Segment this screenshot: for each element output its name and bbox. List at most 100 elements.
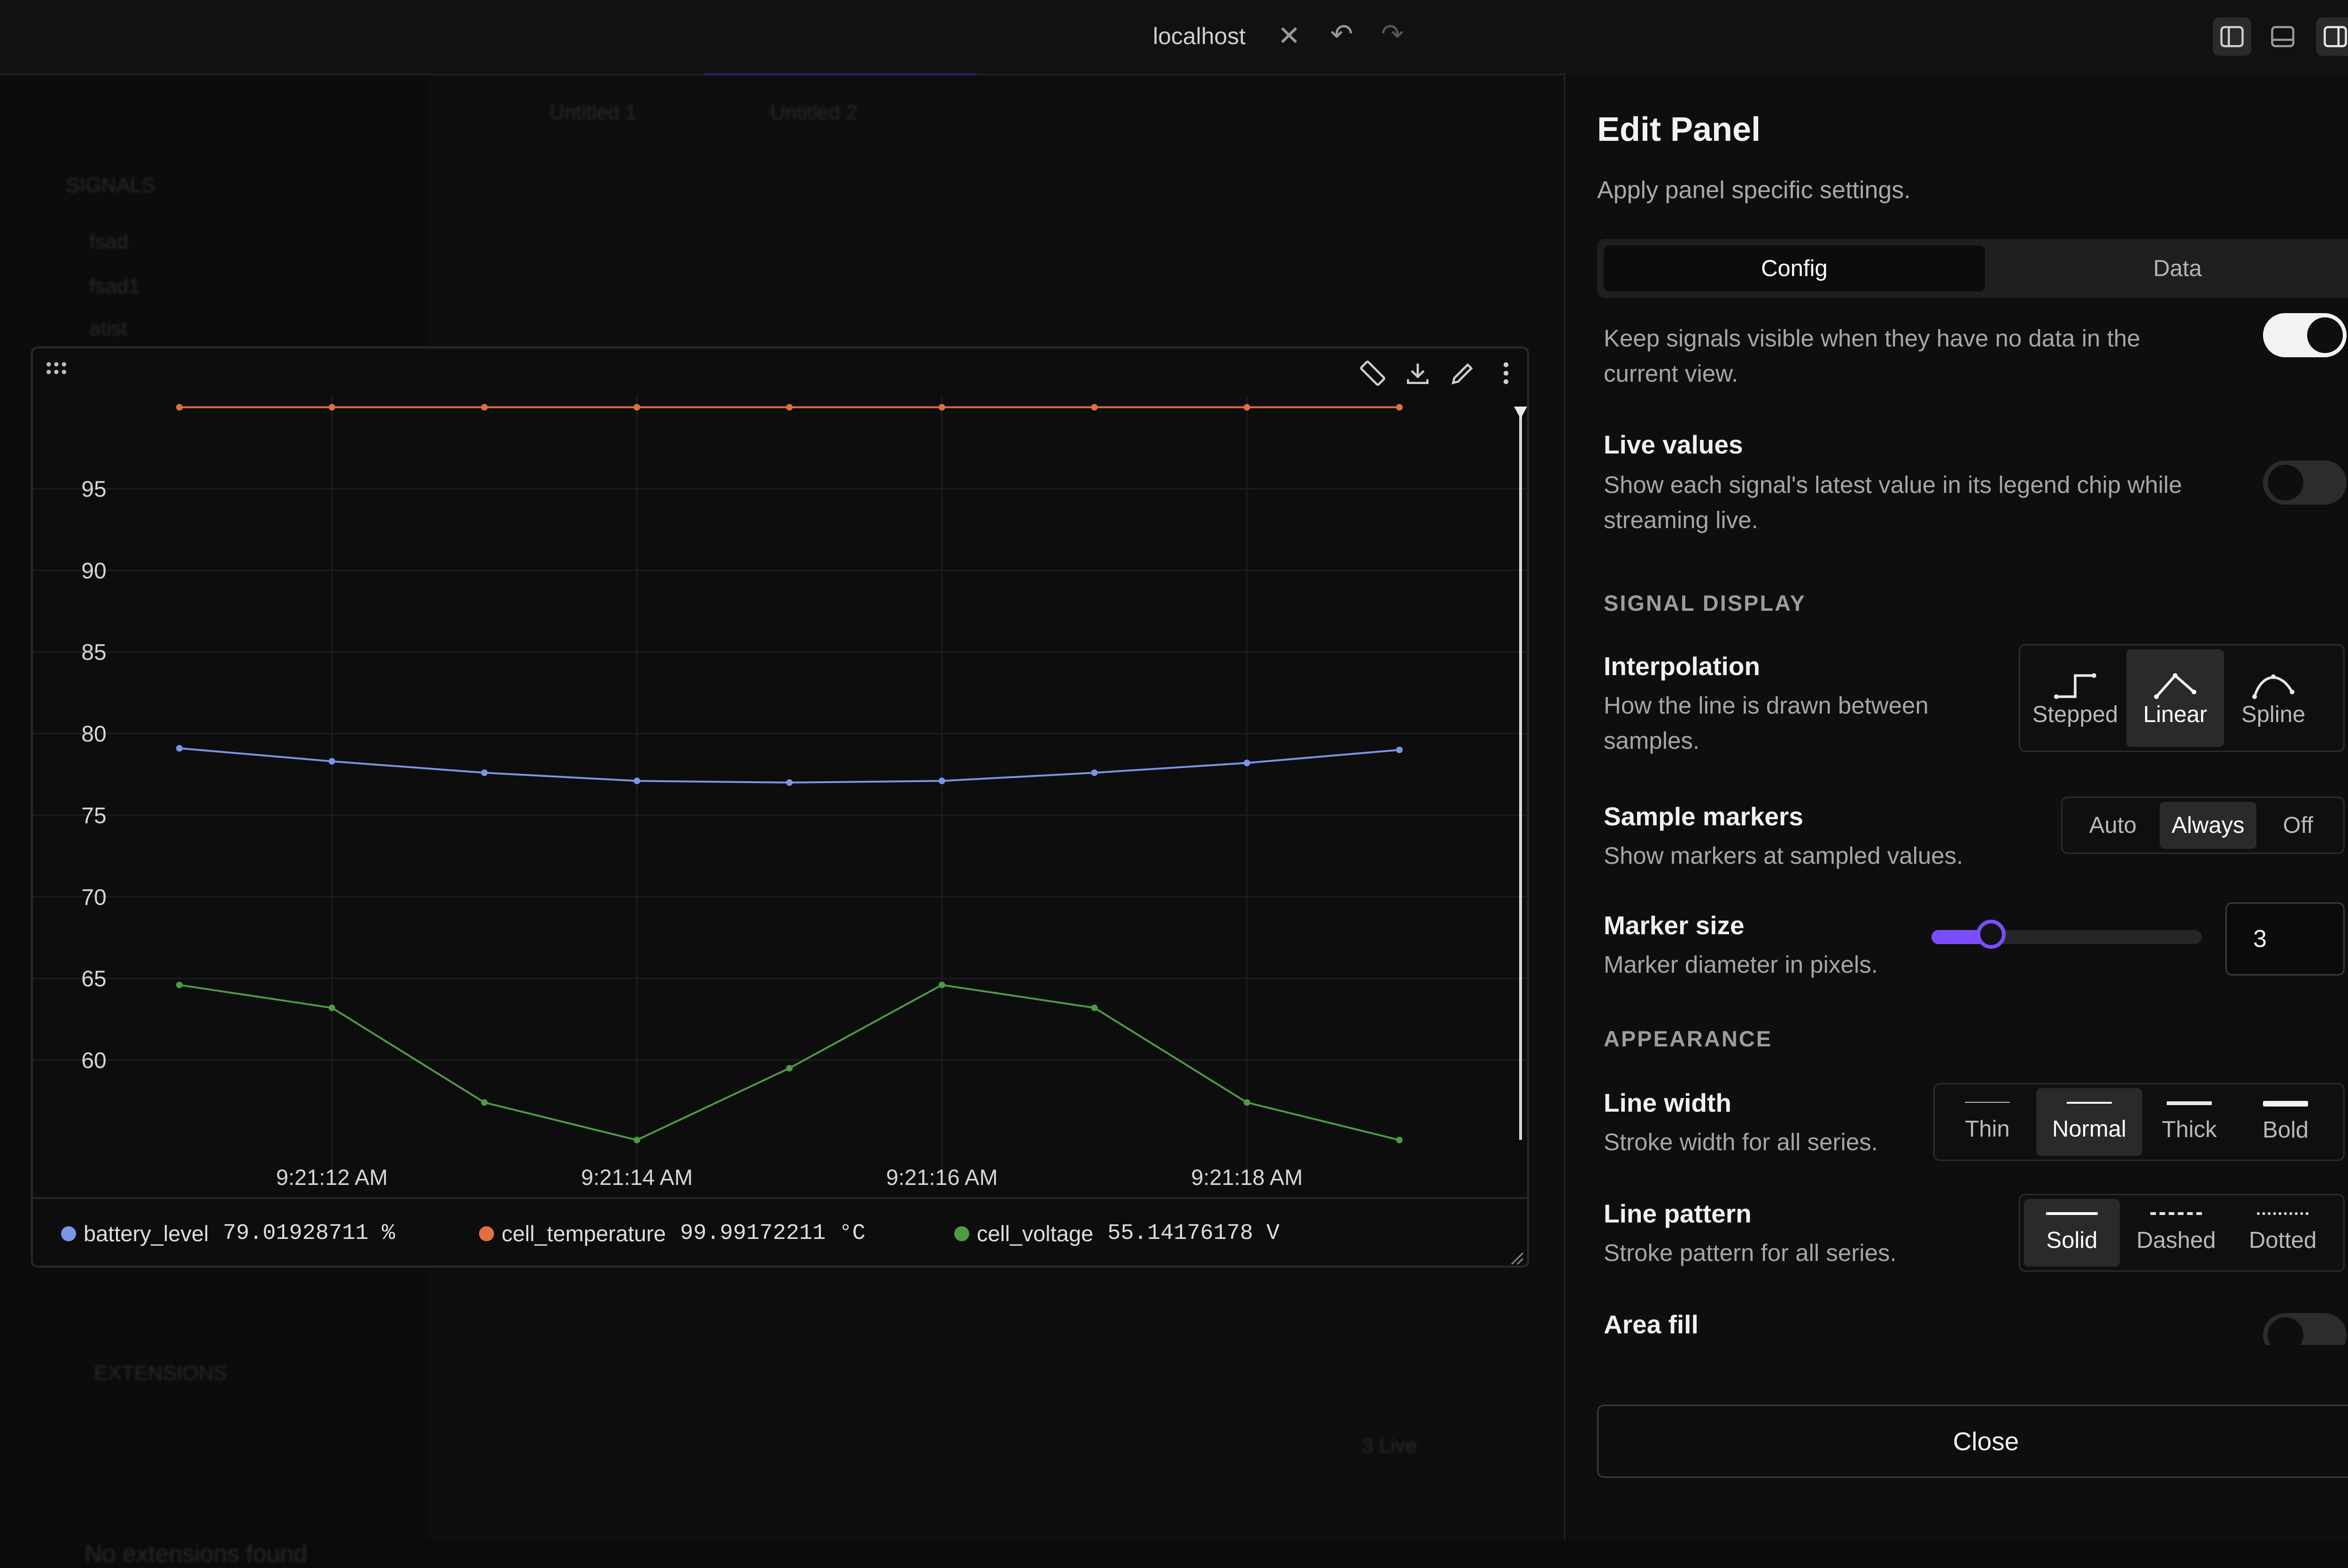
title-bar: localhost ✕ ↶ ↷ [0,0,2348,75]
y-tick-label: 90 [81,559,106,584]
sidebar-left-icon [2220,26,2244,47]
interpolation-option-spline[interactable]: Spline [2224,649,2323,747]
line-pattern-label: Line pattern [1604,1199,1752,1228]
url-label: localhost [1153,23,1246,49]
marker-size-slider[interactable] [1931,920,2202,949]
extensions-empty-text: No extensions found [85,1540,308,1568]
data-point-battery_level [176,745,183,752]
x-tick-label: 9:21:16 AM [886,1165,998,1190]
line-width-option-normal[interactable]: Normal [2036,1088,2142,1156]
panel-bottom-icon [2271,26,2294,47]
chart-panel: 95 90 85 80 75 70 65 60 9:21:12 AM 9:21:14 AM 9:21… [31,346,1529,1268]
line-width-desc: Stroke width for all series. [1604,1129,1878,1155]
edit-panel: Edit Panel ✕ Apply panel specific settin… [1564,74,2348,1540]
line-width-option-label: Thick [2162,1117,2217,1142]
live-badge: 3 Live [1362,1434,1417,1457]
line-width-option-bold[interactable]: Bold [2236,1088,2335,1156]
pencil-icon[interactable] [1448,359,1477,390]
data-point-cell_voltage [1244,1099,1251,1106]
y-tick-label: 95 [81,477,106,502]
line-pattern-desc: Stroke pattern for all series. [1604,1239,1897,1266]
line-width-option-thick[interactable]: Thick [2142,1088,2236,1156]
line-pattern-selector: Solid Dashed Dotted [2019,1194,2345,1272]
data-point-battery_level [328,758,335,765]
close-button[interactable]: Close [1597,1405,2348,1478]
legend-series-value: 79.01928711 % [223,1221,395,1246]
signals-section-label: SIGNALS [66,174,155,197]
line-sample [1965,1102,2010,1103]
signal-display-section-header: SIGNAL DISPLAY [1604,591,1807,615]
ruler-icon[interactable] [1358,359,1387,390]
y-tick-label: 65 [81,967,106,992]
interpolation-option-linear[interactable]: Linear [2126,649,2224,747]
line-width-option-label: Thin [1965,1116,2010,1142]
keep-empty-signals-toggle[interactable] [2263,313,2347,357]
live-values-toggle[interactable] [2263,461,2347,505]
time-cursor-marker[interactable] [1514,407,1527,419]
y-tick-label: 85 [81,640,106,665]
line-pattern-option-label: Solid [2046,1228,2098,1253]
background-tab: Untitled 1 [549,101,637,124]
interpolation-option-label: Spline [2241,702,2306,727]
interpolation-selector: Stepped Linear Spline [2019,644,2345,752]
interpolation-option-stepped[interactable]: Stepped [2024,649,2126,747]
y-tick-label: 75 [81,803,106,828]
line-pattern-option-solid[interactable]: Solid [2024,1199,2120,1267]
line-pattern-option-label: Dashed [2136,1228,2216,1253]
legend-series-value: 99.99172211 °C [680,1221,865,1246]
legend-color-dot [954,1226,969,1241]
appearance-section-header: APPEARANCE [1604,1026,1773,1051]
toggle-right-sidebar-button[interactable] [2316,17,2348,56]
panel-subtitle: Apply panel specific settings. [1597,177,1911,204]
x-tick-label: 9:21:14 AM [581,1165,693,1190]
extensions-section-label: EXTENSIONS [94,1361,227,1384]
legend-item[interactable]: cell_temperature 99.99172211 °C [479,1221,865,1246]
line-width-option-thin[interactable]: Thin [1939,1088,2036,1156]
active-tab-indicator [704,73,977,76]
marker-size-input[interactable]: 3 [2225,902,2345,976]
sample-markers-option-auto[interactable]: Auto [2089,813,2137,838]
y-tick-label: 70 [81,885,106,910]
close-icon[interactable]: ✕ [1277,21,1301,51]
legend-series-name: cell_voltage [977,1221,1094,1246]
keep-empty-signals-desc: Keep signals visible when they have no d… [1604,325,2140,387]
legend-item[interactable]: cell_voltage 55.14176178 V [954,1221,1280,1246]
line-sample [2067,1102,2112,1104]
scroll-fade [1565,304,2348,307]
line-width-option-label: Normal [2052,1116,2126,1142]
sample-markers-option-off[interactable]: Off [2283,813,2313,838]
drag-handle-icon[interactable] [43,358,70,386]
marker-size-desc: Marker diameter in pixels. [1604,951,1878,978]
legend-series-name: cell_temperature [502,1221,666,1246]
data-point-cell_voltage [481,1099,488,1106]
data-point-battery_level [786,779,793,786]
redo-icon[interactable]: ↷ [1381,19,1404,49]
data-point-cell_temperature [1244,404,1251,411]
line-pattern-option-dotted[interactable]: Dotted [2232,1199,2333,1267]
line-pattern-option-dashed[interactable]: Dashed [2120,1199,2232,1267]
data-point-cell_voltage [1396,1137,1403,1144]
background-tab: Untitled 2 [770,101,857,124]
data-point-cell_temperature [633,404,641,411]
area-fill-label: Area fill [1604,1310,1699,1339]
line-chart[interactable]: 95 90 85 80 75 70 65 60 9:21:12 AM 9:21:14 AM 9:21… [33,348,1527,1197]
slider-thumb[interactable] [1976,920,2006,949]
undo-icon[interactable]: ↶ [1330,19,1353,49]
line-sample [2150,1212,2202,1215]
resize-handle-icon[interactable] [1507,1249,1524,1268]
toggle-left-sidebar-button[interactable] [2213,17,2251,56]
sample-markers-option-always[interactable]: Always [2159,802,2257,849]
chart-legend: battery_level 79.01928711 % cell_tempera… [33,1197,1527,1268]
download-icon[interactable] [1403,359,1432,390]
tab-config[interactable]: Config [1604,246,1985,292]
legend-item[interactable]: battery_level 79.01928711 % [61,1221,395,1246]
more-options-icon[interactable] [1491,359,1521,390]
data-point-cell_voltage [633,1137,641,1144]
toggle-bottom-panel-button[interactable] [2263,17,2302,56]
data-point-battery_level [1091,769,1098,776]
legend-color-dot [61,1226,76,1241]
toggle-knob [2307,317,2343,353]
tab-data[interactable]: Data [2153,256,2202,281]
settings-scroll-area[interactable]: Keep signals visible when they have no d… [1565,304,2348,1421]
line-width-label: Line width [1604,1088,1731,1117]
